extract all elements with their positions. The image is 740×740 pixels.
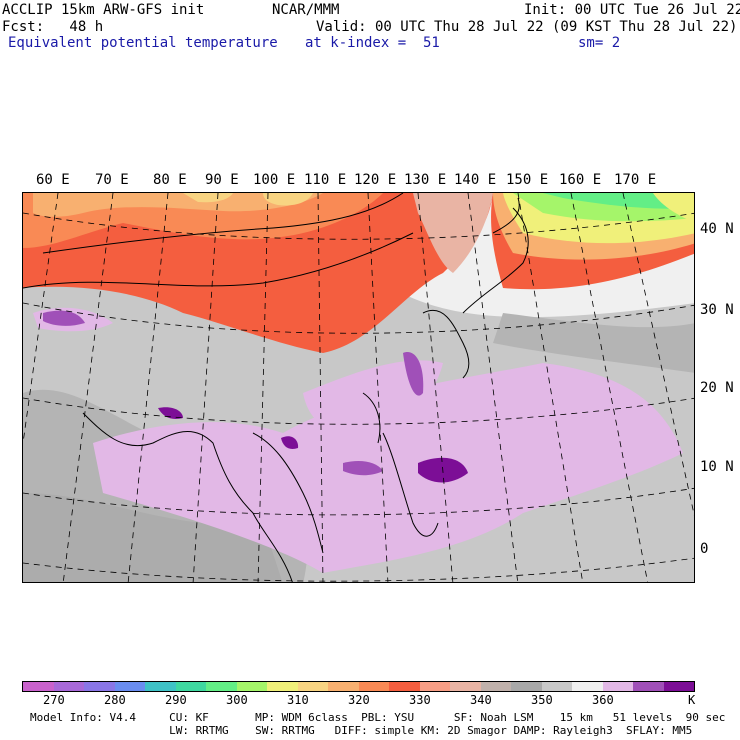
lat-label: 10 N xyxy=(700,459,734,475)
lon-label: 100 E xyxy=(253,172,296,188)
colorbar-unit: K xyxy=(688,693,696,707)
lon-label: 110 E xyxy=(304,172,347,188)
colorbar-label: 280 xyxy=(104,693,126,707)
colorbar-swatch xyxy=(267,682,298,691)
colorbar-label: 290 xyxy=(165,693,187,707)
colorbar-swatch xyxy=(541,682,572,691)
forecast-hour: Fcst: 48 h xyxy=(2,19,104,35)
colorbar-label: 320 xyxy=(348,693,370,707)
lat-label: 0 xyxy=(700,541,709,557)
colorbar-label: 300 xyxy=(226,693,248,707)
lon-label: 160 E xyxy=(559,172,602,188)
colorbar-label: 330 xyxy=(409,693,431,707)
model-info-line1: Model Info: V4.4 CU: KF MP: WDM 6class P… xyxy=(30,711,726,724)
lon-label: 80 E xyxy=(153,172,187,188)
colorbar-swatch xyxy=(206,682,237,691)
equivalent-potential-temperature-field xyxy=(23,193,694,582)
model-title: ACCLIP 15km ARW-GFS init xyxy=(2,2,205,18)
colorbar-swatch xyxy=(480,682,511,691)
colorbar-swatch xyxy=(602,682,633,691)
lon-label: 130 E xyxy=(404,172,447,188)
lon-label: 140 E xyxy=(454,172,497,188)
colorbar-swatch xyxy=(450,682,481,691)
colorbar-swatch xyxy=(53,682,84,691)
lat-label: 30 N xyxy=(700,302,734,318)
colorbar-swatch xyxy=(114,682,145,691)
colorbar-swatch xyxy=(419,682,450,691)
colorbar-swatch xyxy=(663,682,694,691)
lon-label: 90 E xyxy=(205,172,239,188)
init-time: Init: 00 UTC Tue 26 Jul 22 xyxy=(524,2,740,18)
lon-label: 150 E xyxy=(506,172,549,188)
colorbar-swatch xyxy=(84,682,115,691)
colorbar xyxy=(22,681,695,692)
lat-label: 40 N xyxy=(700,221,734,237)
colorbar-swatch xyxy=(511,682,542,691)
valid-time: Valid: 00 UTC Thu 28 Jul 22 (09 KST Thu … xyxy=(316,19,738,35)
colorbar-swatch xyxy=(358,682,389,691)
colorbar-swatch xyxy=(23,682,54,691)
colorbar-swatch xyxy=(145,682,176,691)
colorbar-swatch xyxy=(633,682,664,691)
colorbar-label: 360 xyxy=(592,693,614,707)
lon-label: 60 E xyxy=(36,172,70,188)
lat-label: 20 N xyxy=(700,380,734,396)
model-info-line2: LW: RRTMG SW: RRTMG DIFF: simple KM: 2D … xyxy=(30,724,693,737)
colorbar-swatch xyxy=(297,682,328,691)
field-name: Equivalent potential temperature xyxy=(8,35,278,51)
level-label: at k-index = 51 xyxy=(305,35,440,51)
institution: NCAR/MMM xyxy=(272,2,340,18)
colorbar-label: 310 xyxy=(287,693,309,707)
colorbar-label: 350 xyxy=(531,693,553,707)
colorbar-swatch xyxy=(328,682,359,691)
colorbar-swatch xyxy=(572,682,603,691)
map-panel xyxy=(22,192,695,583)
colorbar-label: 270 xyxy=(43,693,65,707)
colorbar-swatch xyxy=(389,682,420,691)
colorbar-label: 340 xyxy=(470,693,492,707)
colorbar-swatch xyxy=(236,682,267,691)
colorbar-swatch xyxy=(175,682,206,691)
lon-label: 120 E xyxy=(354,172,397,188)
lon-label: 170 E xyxy=(614,172,657,188)
smoothing-label: sm= 2 xyxy=(578,35,621,51)
lon-label: 70 E xyxy=(95,172,129,188)
